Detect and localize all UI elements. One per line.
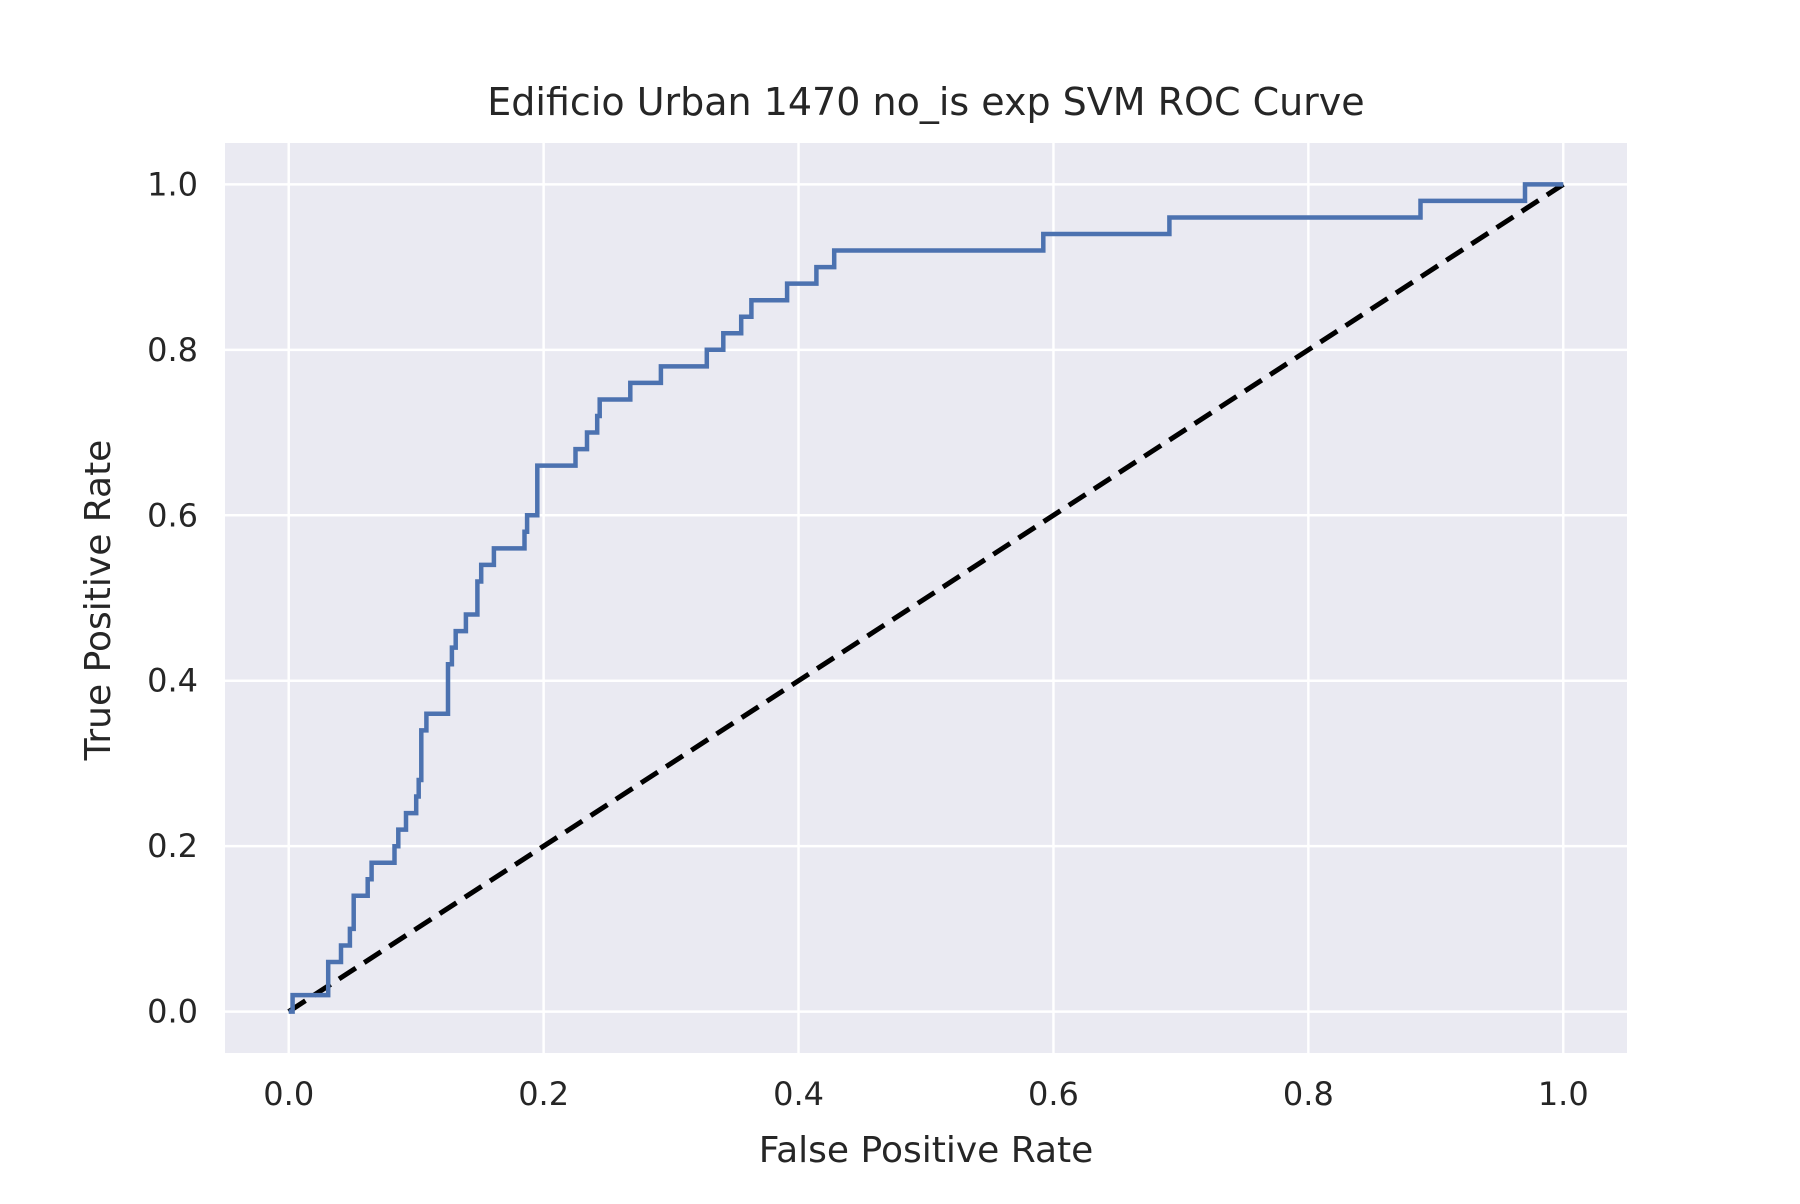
- roc-curve-line: [288, 182, 1564, 1014]
- x-axis-label: False Positive Rate: [759, 1130, 1094, 1171]
- y-tick-label: 1.0: [147, 165, 198, 203]
- y-tick-label: 0.2: [147, 827, 198, 865]
- y-axis-label: True Positive Rate: [78, 440, 119, 762]
- chance-diagonal-line: [287, 182, 1565, 1014]
- y-tick-label: 0.4: [147, 662, 198, 700]
- series-layer: [287, 182, 1565, 1014]
- grid-layer: [225, 143, 1627, 1053]
- x-tick-label: 0.4: [773, 1075, 824, 1113]
- chart-title: Edificio Urban 1470 no_is exp SVM ROC Cu…: [487, 80, 1364, 124]
- x-tick-label: 0.6: [1028, 1075, 1079, 1113]
- x-tick-label: 0.0: [263, 1075, 314, 1113]
- y-tick-label: 0.6: [147, 496, 198, 534]
- y-tick-label: 0.0: [147, 993, 198, 1031]
- y-tick-label: 0.8: [147, 331, 198, 369]
- x-tick-label: 1.0: [1538, 1075, 1589, 1113]
- x-tick-label: 0.2: [518, 1075, 569, 1113]
- x-tick-label: 0.8: [1283, 1075, 1334, 1113]
- tick-label-layer: 0.0 0.2 0.4 0.6 0.8 1.0 0.0 0.2 0.4 0.6 0.8 1.0: [147, 165, 1589, 1113]
